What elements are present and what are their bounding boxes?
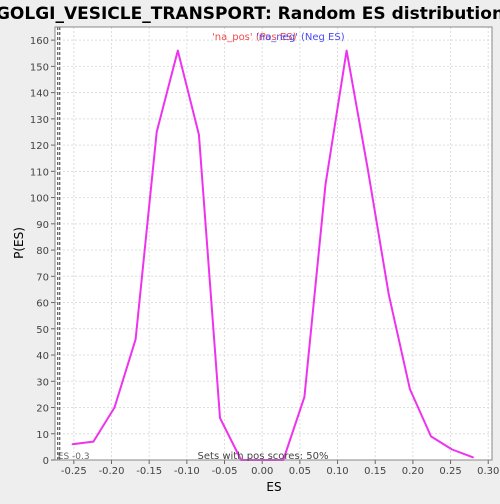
- y-tick-label: 30: [36, 377, 49, 388]
- y-tick-label: 50: [36, 325, 49, 336]
- chart-title: GOLGI_VESICLE_TRANSPORT: Random ES distr…: [0, 4, 500, 24]
- y-tick-label: 80: [36, 246, 49, 257]
- axis-ticks: 0 10 20 30 40 50 60 70 80 90 100 110 120 130 140 150 160…: [30, 36, 499, 477]
- y-tick-label: 150: [30, 62, 49, 73]
- data-point: [472, 456, 474, 459]
- y-tick-label: 70: [36, 272, 49, 283]
- legend-entry-pos: 'na_pos' (Pos ES): [212, 32, 297, 43]
- y-tick-label: 100: [30, 194, 49, 205]
- es-marker-label: ES -0.3: [58, 452, 90, 462]
- x-tick-label: 0.20: [402, 466, 424, 477]
- y-axis-label: P(ES): [12, 227, 26, 259]
- y-tick-label: 130: [30, 115, 49, 126]
- data-point: [219, 417, 221, 419]
- data-point: [303, 396, 306, 398]
- y-tick-label: 140: [30, 89, 49, 100]
- x-tick-label: 0.10: [326, 466, 348, 477]
- x-tick-label: 0.05: [289, 466, 311, 477]
- x-tick-label: -0.15: [136, 466, 162, 477]
- y-tick-label: 60: [36, 299, 49, 310]
- data-point: [177, 49, 179, 52]
- x-axis-label: ES: [266, 480, 281, 494]
- data-point: [155, 131, 158, 133]
- data-point: [387, 293, 390, 296]
- pos-scores-annotation: Sets with pos scores: 50%: [198, 451, 329, 462]
- x-tick-label: -0.10: [174, 466, 200, 477]
- data-point: [71, 443, 74, 446]
- x-tick-label: 0.25: [439, 466, 461, 477]
- x-tick-label: -0.25: [61, 466, 87, 477]
- y-tick-label: 160: [30, 36, 49, 47]
- data-point: [451, 448, 453, 451]
- data-point: [324, 183, 327, 186]
- x-tick-label: -0.05: [212, 466, 238, 477]
- y-tick-label: 40: [36, 351, 49, 362]
- y-tick-label: 0: [43, 456, 49, 467]
- y-tick-label: 90: [36, 220, 49, 231]
- x-tick-label: 0.30: [477, 466, 499, 477]
- data-point: [134, 338, 137, 341]
- es-marker-group: ES -0.3: [57, 27, 90, 462]
- data-point: [198, 133, 200, 136]
- plot-area: [55, 27, 492, 460]
- grid-lines: [55, 27, 492, 461]
- y-tick-label: 120: [30, 141, 49, 152]
- x-tick-label: 0.15: [364, 466, 386, 477]
- x-tick-label: 0.00: [251, 466, 273, 477]
- data-point: [345, 49, 348, 52]
- x-tick-label: -0.20: [99, 466, 125, 477]
- data-point: [430, 435, 432, 438]
- y-tick-label: 110: [30, 167, 49, 178]
- legend-entry-neg: 'na_neg' (Neg ES): [256, 32, 345, 43]
- y-tick-label: 10: [36, 430, 49, 441]
- data-point: [92, 440, 95, 443]
- legend: 'na_pos' (Pos ES)'na_neg' (Neg ES): [212, 32, 345, 43]
- data-point: [366, 167, 369, 170]
- plot-border: [54, 26, 493, 461]
- data-point: [409, 388, 411, 390]
- data-point: [113, 406, 116, 409]
- y-tick-label: 20: [36, 404, 49, 415]
